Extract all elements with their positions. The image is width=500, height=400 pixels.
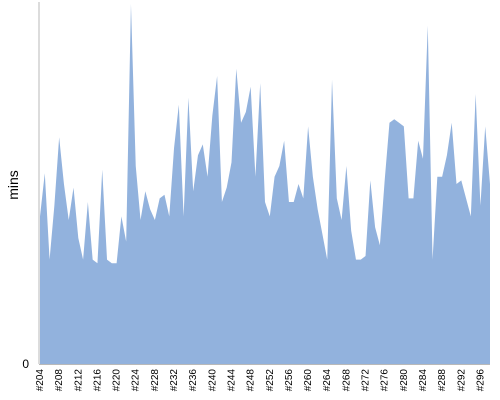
x-tick-label: #284 bbox=[418, 369, 429, 392]
x-tick-label: #244 bbox=[226, 369, 237, 392]
y-axis-label: mins bbox=[5, 170, 21, 200]
x-tick-label: #296 bbox=[475, 369, 486, 392]
x-tick-label: #264 bbox=[322, 369, 333, 392]
x-tick-label: #256 bbox=[284, 369, 295, 392]
x-tick-label: #208 bbox=[54, 369, 65, 392]
x-tick-label: #248 bbox=[246, 369, 257, 392]
x-tick-label: #220 bbox=[112, 369, 123, 392]
y-tick-label: 0 bbox=[22, 357, 29, 371]
x-tick-label: #272 bbox=[361, 369, 372, 392]
x-tick-label: #212 bbox=[73, 369, 84, 392]
x-tick-label: #204 bbox=[35, 369, 46, 392]
x-tick-label: #236 bbox=[188, 369, 199, 392]
x-tick-label: #232 bbox=[169, 369, 180, 392]
x-tick-label: #268 bbox=[341, 369, 352, 392]
x-tick-label: #288 bbox=[437, 369, 448, 392]
x-tick-label: #276 bbox=[380, 369, 391, 392]
x-tick-label: #224 bbox=[131, 369, 142, 392]
x-tick-labels: #204 #208 #212 #216 #220 #224 #228 #232 #236 #240… bbox=[35, 369, 486, 392]
x-tick-label: #280 bbox=[399, 369, 410, 392]
x-tick-label: #216 bbox=[92, 369, 103, 392]
x-tick-label: #240 bbox=[207, 369, 218, 392]
area-series bbox=[40, 4, 490, 364]
x-tick-label: #260 bbox=[303, 369, 314, 392]
x-tick-label: #252 bbox=[265, 369, 276, 392]
x-tick-label: #292 bbox=[456, 369, 467, 392]
x-tick-label: #228 bbox=[150, 369, 161, 392]
